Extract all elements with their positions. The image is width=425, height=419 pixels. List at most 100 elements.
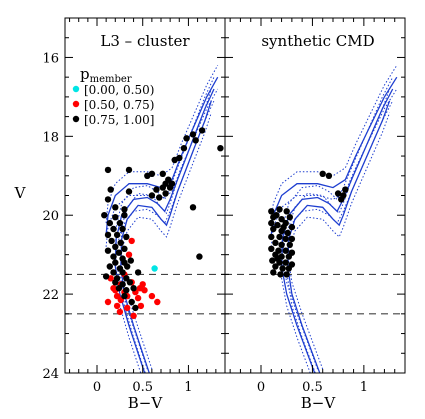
left-point-series-2 [112,204,119,211]
right-xtick-label: 1 [360,380,368,395]
left-point-series-2 [126,279,134,286]
left-point-series-2 [108,237,115,245]
left-point-series-2 [159,170,166,177]
left-point-series-2 [115,249,123,256]
legend-marker-1 [72,100,80,108]
left-panel: 0 0.5 1 16 18 20 22 24 L3 – cluster [42,17,226,395]
left-point-series-2 [127,257,134,264]
right-point-series-0 [280,223,287,231]
right-point-series-0 [285,253,292,260]
right-xtick-label: 0 [257,380,265,395]
left-point-series-1 [116,308,124,316]
right-point-series-0 [279,265,286,272]
ytick-label: 20 [42,209,59,224]
right-point-series-0 [274,255,281,262]
right-point-series-0 [278,216,285,223]
right-point-series-0 [283,208,290,215]
right-isochrone-bluer-dotted [281,100,394,373]
ytick-label: 18 [42,130,59,145]
right-isochrone-bluer [280,88,394,373]
left-point-series-2 [125,166,133,174]
left-xtick-label: 0 [93,380,101,395]
legend-marker-0 [72,85,80,93]
left-point-series-1 [148,292,156,300]
right-xtick-label: 0.5 [302,380,323,395]
left-point-series-2 [106,263,114,270]
left-x-axis-label: B−V [128,394,164,412]
left-point-series-2 [121,292,128,300]
left-point-series-2 [134,269,142,276]
right-point-series-0 [319,170,326,177]
right-point-series-0 [276,233,283,241]
left-point-series-2 [180,145,188,152]
left-point-series-2 [168,180,176,187]
left-point-series-1 [139,281,146,288]
left-point-series-2 [189,204,197,211]
ytick-label: 24 [42,367,59,382]
left-point-series-2 [148,170,156,177]
right-point-series-0 [338,196,345,203]
right-point-series-0 [268,245,275,252]
right-point-series-0 [325,172,333,179]
legend-label-1: [0.50, 0.75) [84,98,154,112]
left-point-series-2 [110,225,117,233]
right-frame [224,17,406,374]
right-point-series-0 [272,239,279,246]
right-point-series-0 [282,259,289,266]
right-isochrone-upper-dotted [270,65,398,224]
right-point-series-0 [334,190,342,197]
right-plot-area [225,65,405,373]
legend-label-0: [0.00, 0.50) [84,83,154,97]
left-point-series-2 [119,225,126,233]
right-point-series-0 [284,229,291,237]
left-point-series-2 [106,219,114,227]
left-point-series-2 [107,186,114,193]
right-point-series-0 [283,271,290,278]
left-point-series-2 [102,273,110,280]
legend-title: pmember [80,65,132,85]
left-point-series-0 [151,265,158,272]
left-point-series-2 [110,253,117,260]
left-point-series-2 [196,253,203,260]
left-point-series-1 [137,302,145,310]
left-point-series-1 [104,298,112,306]
right-panel: 0 0.5 1 synthetic CMD [224,17,406,395]
right-ticks: 0 0.5 1 [225,17,406,395]
right-point-series-0 [342,186,349,193]
left-point-series-2 [110,269,117,276]
left-point-series-2 [192,137,199,144]
left-point-series-2 [176,154,183,162]
ytick-label: 16 [42,51,59,66]
left-point-series-1 [113,302,121,310]
left-point-series-2 [112,259,119,266]
right-point-series-0 [268,233,275,241]
left-title: L3 – cluster [100,32,190,50]
left-point-series-2 [162,190,169,197]
left-isochrone-bluer-dotted [114,100,215,373]
right-point-series-0 [282,247,289,254]
left-point-series-2 [104,231,112,239]
left-point-series-2 [124,263,131,270]
left-point-series-2 [183,135,190,142]
left-point-series-2 [217,145,224,152]
left-point-series-2 [112,243,119,250]
left-point-series-2 [121,245,128,252]
right-point-series-0 [286,214,293,221]
left-point-series-2 [112,214,119,221]
right-point-series-0 [272,263,279,270]
left-point-series-2 [123,287,130,294]
right-point-series-0 [273,212,280,219]
left-point-series-2 [101,212,108,219]
left-ticks: 0 0.5 1 16 18 20 22 24 [42,17,226,395]
right-point-series-0 [278,241,285,248]
left-isochrone-main-dotted [120,112,212,373]
right-point-series-0 [270,225,277,233]
left-isochrone-bluer [114,88,215,373]
right-point-series-0 [277,271,284,278]
left-point-series-2 [104,247,112,254]
left-xtick-label: 0.5 [132,380,153,395]
legend-title-sub: member [90,74,132,85]
right-title: synthetic CMD [261,32,374,50]
left-point-series-2 [121,206,128,213]
left-point-series-2 [148,192,156,199]
